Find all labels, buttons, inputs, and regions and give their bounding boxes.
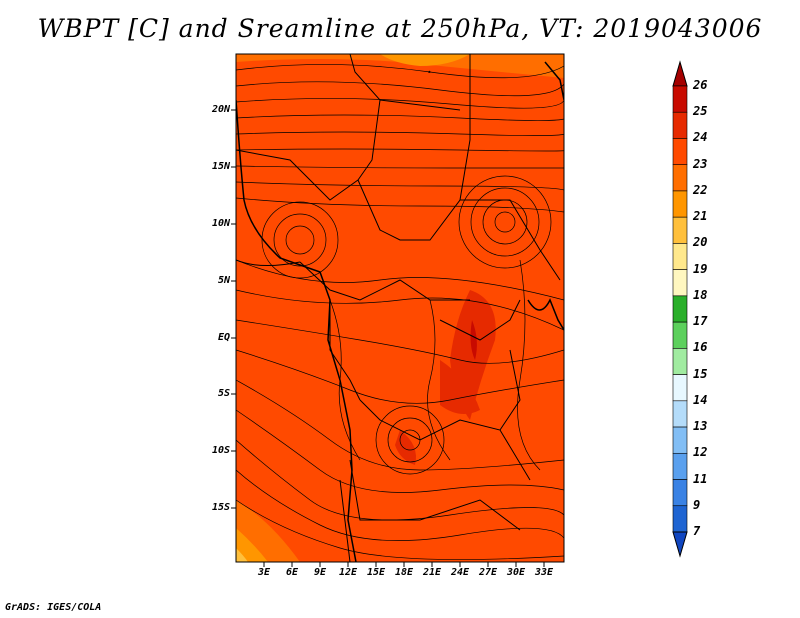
lon-label-33e: 33E [534,567,554,578]
colorbar-label: 9 [693,497,701,512]
lon-label-27e: 27E [478,567,498,578]
lat-label-5n: 5N [217,275,230,286]
colorbar-label: 11 [693,471,708,486]
lon-label-24e: 24E [450,567,470,578]
colorbar [672,60,688,558]
lat-label-20n: 20N [211,104,230,115]
lon-label-3e: 3E [257,567,271,578]
colorbar-swatch [672,505,688,533]
colorbar-label: 22 [693,182,708,197]
colorbar-label: 15 [693,366,708,381]
lon-label-12e: 12E [338,567,358,578]
streamlines [236,64,564,560]
colorbar-swatch [672,85,688,113]
colorbar-swatch [672,479,688,507]
colorbar-swatch [672,452,688,480]
coastline [236,61,564,562]
grads-credit: GrADS: IGES/COLA [5,602,102,613]
colorbar-label: 18 [693,287,708,302]
colorbar-label: 26 [693,78,708,92]
lon-label-15e: 15E [366,567,386,578]
colorbar-label: 23 [693,156,708,171]
colorbar-label: 20 [693,235,708,250]
colorbar-label: 7 [693,524,701,538]
colorbar-label: 21 [693,209,708,224]
colorbar-swatch [672,111,688,139]
colorbar-label: 17 [693,314,708,329]
lon-label-30e: 30E [506,567,526,578]
colorbar-label: 13 [693,419,708,434]
shaded-field [236,54,564,562]
colorbar-label: 24 [693,130,708,145]
colorbar-bottom-arrow [672,531,688,558]
colorbar-swatch [672,295,688,323]
lon-label-21e: 21E [422,567,442,578]
lat-label-15s: 15S [211,502,230,513]
lat-label-5s: 5S [217,388,230,399]
lon-label-6e: 6E [285,567,299,578]
colorbar-swatch [672,426,688,454]
lat-ticks [231,109,236,509]
lon-label-9e: 9E [313,567,327,578]
colorbar-swatch [672,164,688,192]
colorbar-label: 12 [693,445,708,460]
map-title: WBPT [C] and Sreamline at 250hPa, VT: 20… [37,14,763,43]
lat-label-10s: 10S [211,445,230,456]
colorbar-swatch [672,216,688,244]
colorbar-swatch [672,321,688,349]
colorbar-swatch [672,243,688,270]
lon-label-18e: 18E [394,567,414,578]
colorbar-swatch [672,190,688,218]
lat-label-eq: EQ [217,332,230,343]
colorbar-label: 14 [693,392,708,407]
colorbar-label: 19 [693,261,708,276]
colorbar-swatch [672,269,688,297]
lon-ticks [263,562,545,567]
map-frame [235,53,565,563]
colorbar-top-arrow [672,60,688,87]
colorbar-label: 25 [693,104,708,119]
colorbar-swatch [672,374,688,402]
lat-label-10n: 10N [211,218,230,229]
colorbar-label: 16 [693,340,708,355]
colorbar-swatch [672,400,688,428]
lat-label-15n: 15N [211,161,230,172]
colorbar-swatch [672,138,688,166]
colorbar-swatch [672,348,688,375]
country-borders [236,54,561,562]
